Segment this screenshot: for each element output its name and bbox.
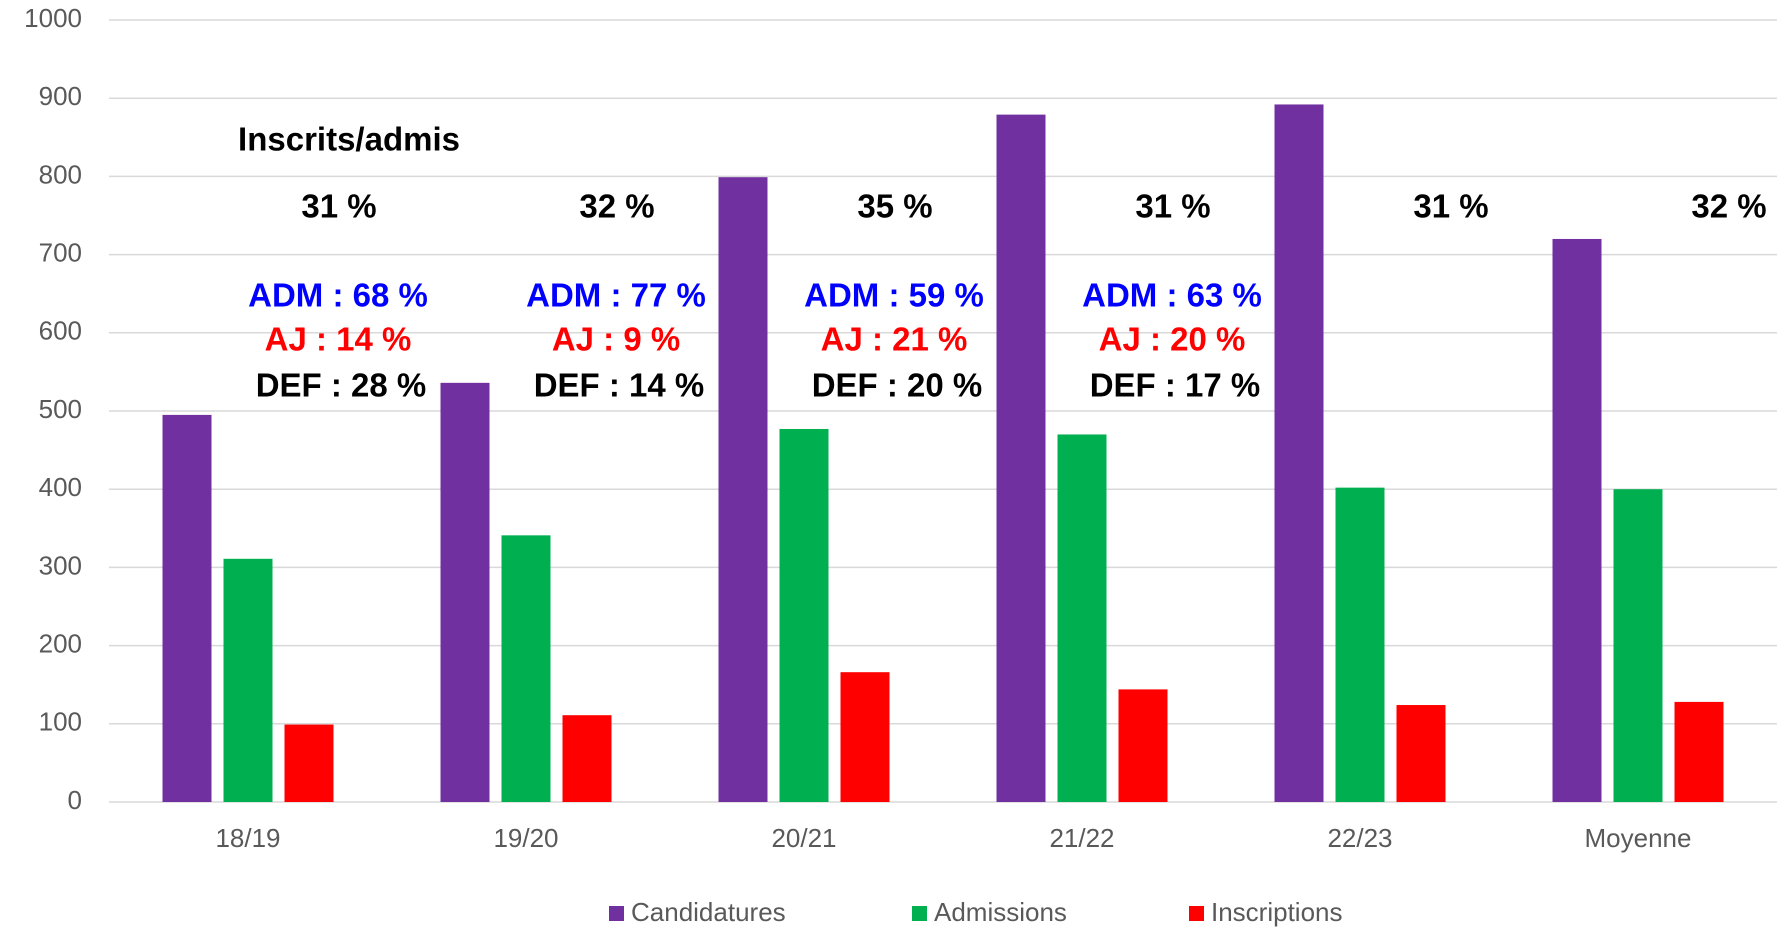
y-tick-label: 700 <box>39 237 82 267</box>
bar <box>1057 434 1107 802</box>
bar <box>501 535 551 802</box>
bar <box>996 114 1046 802</box>
aj-label: AJ : 9 % <box>552 321 680 358</box>
legend-label: Candidatures <box>631 897 786 927</box>
legend-swatch <box>912 906 927 921</box>
adm-label: ADM : 63 % <box>1082 277 1262 314</box>
y-tick-label: 0 <box>68 785 82 815</box>
bar <box>1674 701 1724 802</box>
annotation-title: Inscrits/admis <box>238 121 460 158</box>
def-label: DEF : 14 % <box>534 367 705 404</box>
bar <box>1274 104 1324 803</box>
legend-swatch <box>1189 906 1204 921</box>
legend-label: Admissions <box>934 897 1067 927</box>
adm-label: ADM : 59 % <box>804 277 984 314</box>
ratio-label: 31 % <box>1413 188 1488 225</box>
bar <box>1613 489 1663 802</box>
aj-label: AJ : 21 % <box>821 321 968 358</box>
def-label: DEF : 17 % <box>1090 367 1261 404</box>
y-tick-label: 900 <box>39 81 82 111</box>
bar <box>562 715 612 802</box>
x-tick-label: Moyenne <box>1585 823 1692 853</box>
adm-label: ADM : 77 % <box>526 277 706 314</box>
y-tick-label: 300 <box>39 550 82 580</box>
y-tick-label: 400 <box>39 472 82 502</box>
y-tick-label: 1000 <box>24 3 82 33</box>
bar <box>284 724 334 802</box>
y-tick-label: 500 <box>39 394 82 424</box>
ratio-label: 31 % <box>301 188 376 225</box>
ratio-label: 31 % <box>1135 188 1210 225</box>
ratio-label: 35 % <box>857 188 932 225</box>
legend-swatch <box>609 906 624 921</box>
bar <box>440 382 490 802</box>
y-tick-label: 600 <box>39 316 82 346</box>
def-label: DEF : 28 % <box>256 367 427 404</box>
adm-label: ADM : 68 % <box>248 277 428 314</box>
x-tick-label: 21/22 <box>1049 823 1114 853</box>
bar <box>1118 689 1168 802</box>
bar <box>1552 238 1602 802</box>
bar <box>162 414 212 802</box>
def-label: DEF : 20 % <box>812 367 983 404</box>
x-tick-label: 18/19 <box>215 823 280 853</box>
ratio-label: 32 % <box>579 188 654 225</box>
bar <box>223 558 273 802</box>
x-tick-label: 19/20 <box>493 823 558 853</box>
ratio-label: 32 % <box>1691 188 1766 225</box>
x-tick-label: 20/21 <box>771 823 836 853</box>
y-tick-label: 200 <box>39 628 82 658</box>
bar <box>840 672 890 802</box>
y-tick-label: 100 <box>39 707 82 737</box>
bar <box>779 428 829 802</box>
y-tick-label: 800 <box>39 159 82 189</box>
aj-label: AJ : 14 % <box>265 321 412 358</box>
bar <box>1335 487 1385 802</box>
legend-label: Inscriptions <box>1211 897 1343 927</box>
bar <box>718 177 768 802</box>
bar <box>1396 705 1446 802</box>
x-tick-label: 22/23 <box>1327 823 1392 853</box>
aj-label: AJ : 20 % <box>1099 321 1246 358</box>
